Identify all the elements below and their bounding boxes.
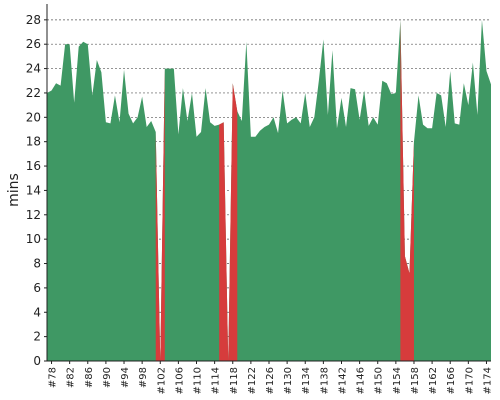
- x-tick-label: #162: [428, 367, 439, 394]
- y-tick-label: 0: [33, 354, 41, 368]
- y-tick-label: 26: [26, 37, 41, 51]
- x-tick-label: #154: [392, 367, 403, 394]
- y-tick-label: 20: [26, 110, 41, 124]
- y-tick-label: 22: [26, 86, 41, 100]
- x-tick-label: #138: [319, 367, 330, 394]
- x-tick-label: #158: [410, 367, 421, 394]
- x-tick-label: #114: [211, 367, 222, 394]
- x-tick-label: #82: [66, 367, 77, 388]
- x-tick-label: #146: [356, 367, 367, 394]
- x-tick-label: #94: [120, 367, 131, 388]
- x-tick-label: #102: [156, 367, 167, 394]
- y-tick-label: 12: [26, 208, 41, 222]
- highlight-segment: [400, 19, 414, 362]
- y-tick-label: 8: [33, 257, 41, 271]
- x-tick-label: #118: [229, 367, 240, 394]
- highlight-segment: [219, 83, 238, 361]
- axes: [44, 4, 491, 364]
- x-tick-label: #166: [446, 367, 457, 394]
- x-tick-label: #170: [464, 367, 475, 394]
- x-tick-label: #90: [102, 367, 113, 388]
- x-tick-label: #130: [283, 367, 294, 394]
- x-tick-label: #142: [337, 367, 348, 394]
- y-tick-label: 24: [26, 62, 41, 76]
- x-tick-label: #106: [174, 367, 185, 394]
- y-tick-label: 16: [26, 159, 41, 173]
- area-series: [47, 19, 491, 362]
- y-tick-label: 28: [26, 13, 41, 27]
- y-tick-label: 6: [33, 281, 41, 295]
- x-tick-label: #126: [265, 367, 276, 394]
- x-tick-labels: #78 #82 #86 #90 #94 #98 #102 #106 #110 #114 #118 #1…: [48, 367, 494, 394]
- y-tick-label: 18: [26, 135, 41, 149]
- x-tick-label: #150: [374, 367, 385, 394]
- y-tick-label: 4: [33, 305, 41, 319]
- x-tick-label: #86: [84, 367, 95, 388]
- x-tick-label: #98: [138, 367, 149, 388]
- y-tick-label: 14: [26, 183, 41, 197]
- y-axis-label: mins: [6, 173, 22, 207]
- y-tick-label: 10: [26, 232, 41, 246]
- plot-area: [47, 19, 491, 362]
- x-tick-label: #78: [48, 367, 59, 388]
- x-tick-label: #174: [482, 367, 493, 394]
- x-tick-label: #134: [301, 367, 312, 394]
- x-tick-label: #122: [247, 367, 258, 394]
- highlight-segment: [155, 68, 165, 361]
- y-tick-label: 2: [33, 330, 41, 344]
- x-tick-label: #110: [193, 367, 204, 394]
